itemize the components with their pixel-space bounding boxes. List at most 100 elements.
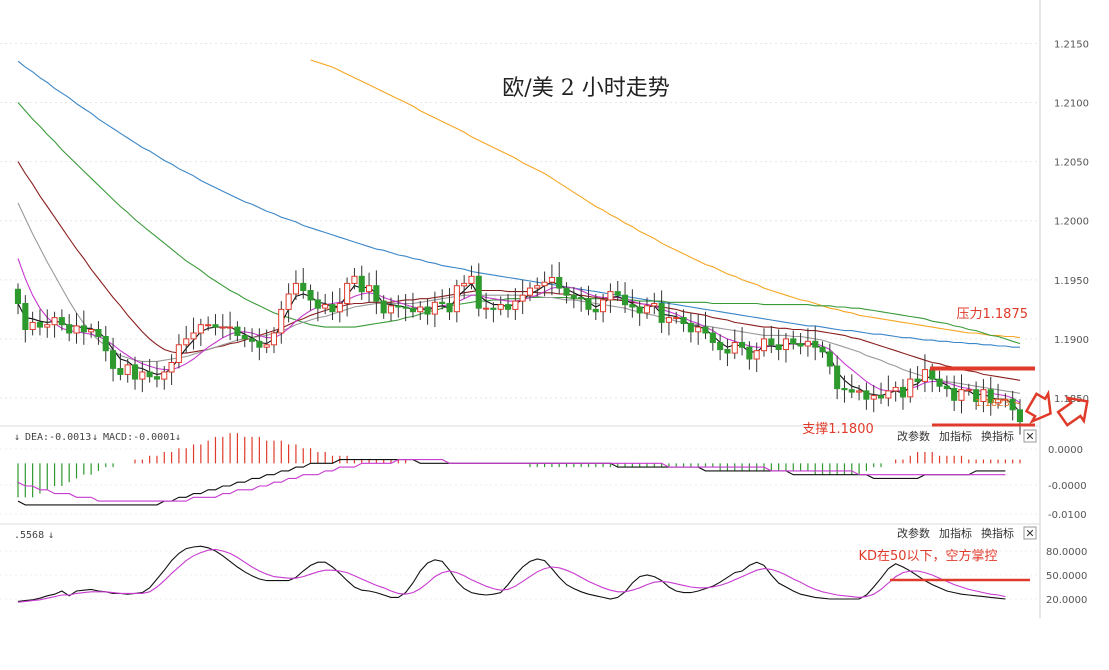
price-tick-label: 1.1950 <box>1054 276 1089 287</box>
candle-up <box>351 275 358 284</box>
candle-up <box>51 317 58 326</box>
candle-down <box>768 338 775 346</box>
candle-up <box>278 308 285 334</box>
kd-switch-indicator-button[interactable]: 换指标 <box>981 526 1014 540</box>
candle-down <box>234 326 241 336</box>
candle-down <box>848 389 855 393</box>
price-tick-label: 1.2000 <box>1054 217 1089 228</box>
candle-down <box>987 389 994 404</box>
macd-value: MACD:-0.0001 <box>103 432 175 443</box>
kd-k-line <box>17 545 1006 602</box>
candle-up <box>541 281 548 287</box>
kd-tick-label: 20.0000 <box>1046 595 1087 606</box>
candle-up <box>322 304 329 309</box>
candle-up <box>643 305 651 314</box>
candle-down <box>490 307 497 310</box>
price-tick-label: 1.2150 <box>1054 39 1089 50</box>
candle-up <box>526 287 534 296</box>
candle-down <box>724 349 731 354</box>
candle-up <box>804 340 811 347</box>
candle-up <box>695 326 702 333</box>
candle-up <box>1002 398 1009 401</box>
add-indicator-button[interactable]: 加指标 <box>939 429 972 443</box>
candle-down <box>687 323 694 333</box>
candle-down <box>102 336 109 352</box>
candle-down <box>307 290 314 301</box>
candle-down <box>58 317 65 326</box>
candle-up <box>263 344 270 348</box>
support-label: 支撑1.1800 <box>802 422 874 437</box>
candle-up <box>124 364 131 375</box>
candle-up <box>387 305 394 314</box>
macd-axis: 0.0000 -0.0000 -0.0100 <box>1048 445 1087 521</box>
candle-down <box>936 378 943 387</box>
price-tick-label: 1.2050 <box>1054 158 1089 169</box>
candle-down <box>373 285 380 302</box>
kd-tick-label: 50.0000 <box>1046 571 1087 582</box>
candle-up <box>731 342 738 354</box>
candle-up <box>227 326 234 329</box>
candle-down <box>739 342 746 348</box>
candle-down <box>790 338 797 345</box>
candle-up <box>607 291 614 301</box>
candle-up <box>175 344 182 363</box>
kd-note: KD在50以下，空方掌控 <box>858 548 997 564</box>
kd-change-params-button[interactable]: 改参数 <box>897 526 930 540</box>
kd-close-label[interactable]: ✕ <box>1025 527 1034 540</box>
candle-down <box>622 294 629 306</box>
kd-close-panel-button[interactable]: ✕ <box>1023 526 1037 540</box>
candle-up <box>907 378 914 398</box>
price-axis: 1.21501.21001.20501.20001.19501.19001.18… <box>1054 39 1089 405</box>
close-label[interactable]: ✕ <box>1025 430 1034 443</box>
change-params-button[interactable]: 改参数 <box>897 429 930 443</box>
candle-down <box>570 294 577 299</box>
last-price-leader <box>1013 401 1021 405</box>
candle-down <box>973 389 980 403</box>
candle-up <box>673 317 680 320</box>
candle-down <box>14 288 21 304</box>
candle-up <box>344 282 351 304</box>
candle-down <box>775 344 782 350</box>
candle-down <box>717 342 724 351</box>
candles <box>14 262 1024 435</box>
candle-up <box>88 329 95 333</box>
candle-down <box>1016 409 1024 423</box>
macd-arrow-icon: ↓ <box>92 432 98 443</box>
candle-down <box>132 364 139 380</box>
kd-add-indicator-button[interactable]: 加指标 <box>939 526 972 540</box>
candle-up <box>995 398 1002 404</box>
candle-down <box>563 287 570 296</box>
candle-down <box>702 326 709 334</box>
candle-up <box>651 303 658 307</box>
candle-up <box>548 277 556 283</box>
candle-up <box>856 390 863 393</box>
switch-indicator-button[interactable]: 换指标 <box>981 429 1014 443</box>
candle-down <box>95 329 102 338</box>
candle-down <box>585 298 592 310</box>
candle-up <box>431 301 438 315</box>
macd-tick-label: 0.0000 <box>1048 445 1083 456</box>
price-tick-label: 1.1900 <box>1054 335 1089 346</box>
candle-down <box>36 321 44 328</box>
candle-up <box>453 285 460 313</box>
kd-arrow-icon: ↓ <box>48 530 54 541</box>
candle-up <box>183 338 190 346</box>
kd-d-line <box>17 548 1006 603</box>
candle-down <box>66 324 73 334</box>
candle-down <box>505 304 512 310</box>
candle-up <box>980 389 987 403</box>
close-icon[interactable] <box>1023 429 1037 443</box>
candle-up <box>665 317 673 323</box>
kd-tick-label: 80.0000 <box>1046 547 1087 558</box>
close-panel-button[interactable]: ✕ <box>1023 429 1037 443</box>
candle-down <box>812 340 819 348</box>
candle-down <box>556 277 563 289</box>
kd-value: .5568 <box>14 530 44 541</box>
candle-down <box>863 390 870 400</box>
kd-close-icon[interactable] <box>1023 526 1037 540</box>
candle-up <box>519 294 526 302</box>
candle-up <box>292 282 299 295</box>
candle-up <box>761 338 768 352</box>
candle-up <box>497 304 504 310</box>
